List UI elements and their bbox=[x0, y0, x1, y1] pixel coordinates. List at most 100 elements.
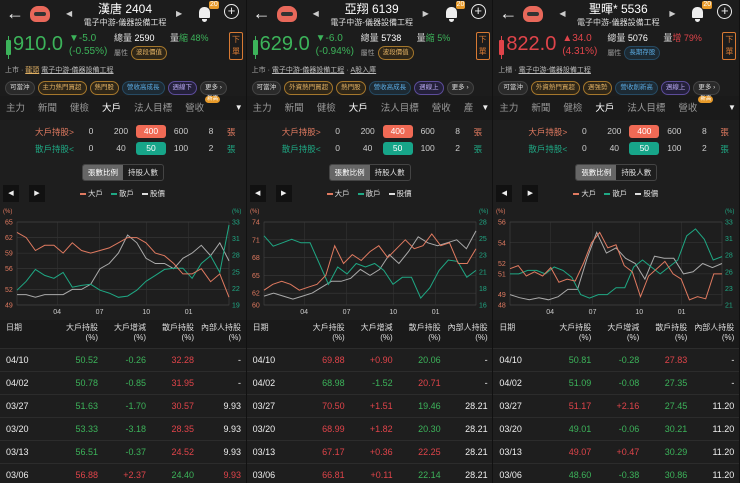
tag-chip[interactable]: 營收高成長 bbox=[368, 81, 412, 95]
tag-chip[interactable]: 可當沖 bbox=[251, 81, 282, 95]
order-button[interactable]: 下單 bbox=[229, 32, 243, 60]
info-item[interactable]: 電子中游-儀器設備工程 bbox=[518, 67, 591, 74]
chart-next-button[interactable]: ▶ bbox=[275, 185, 292, 202]
ai-robot-icon[interactable] bbox=[30, 6, 50, 22]
tag-chip[interactable]: 更多 › bbox=[693, 81, 721, 95]
attribute-tag[interactable]: 波段價值 bbox=[131, 46, 167, 60]
chart-prev-button[interactable]: ◀ bbox=[496, 185, 513, 202]
threshold-option[interactable]: 400 bbox=[382, 125, 413, 138]
next-stock-icon[interactable]: ▶ bbox=[176, 9, 183, 18]
tag-chip[interactable]: 外資熱門買超 bbox=[284, 81, 334, 95]
threshold-option[interactable]: 50 bbox=[136, 142, 166, 155]
info-item[interactable]: 上櫃 bbox=[498, 67, 513, 74]
threshold-option[interactable]: 8 bbox=[208, 126, 214, 136]
info-item[interactable]: 上市 bbox=[5, 67, 19, 74]
table-row[interactable]: 04/10 50.81 -0.28 27.83 - bbox=[493, 348, 739, 371]
dropdown-icon[interactable]: ▼ bbox=[478, 96, 493, 120]
tab-item[interactable]: 法人目標 bbox=[381, 103, 419, 114]
toggle-option[interactable]: 張數比例 bbox=[83, 165, 123, 180]
info-item[interactable]: 龍頭 bbox=[25, 67, 40, 74]
ai-robot-icon[interactable] bbox=[276, 6, 297, 22]
table-row[interactable]: 04/10 50.52 -0.26 32.28 - bbox=[0, 348, 246, 371]
tab-item[interactable]: 大戶 bbox=[349, 103, 368, 114]
prev-stock-icon[interactable]: ◀ bbox=[559, 9, 566, 18]
back-arrow-icon[interactable]: ← bbox=[499, 3, 518, 23]
tab-item[interactable]: 法人目標 bbox=[627, 103, 665, 114]
tab-item[interactable]: 健檢 bbox=[70, 103, 89, 114]
table-row[interactable]: 04/02 68.98 -1.52 20.71 - bbox=[246, 371, 493, 394]
toggle-option[interactable]: 持股人數 bbox=[374, 168, 405, 177]
threshold-option[interactable]: 600 bbox=[420, 126, 435, 136]
chart-prev-button[interactable]: ◀ bbox=[249, 185, 266, 202]
info-item[interactable]: 電子中游-儀器設備工程 bbox=[271, 67, 345, 74]
threshold-option[interactable]: 600 bbox=[667, 126, 682, 136]
threshold-option[interactable]: 50 bbox=[382, 142, 413, 155]
threshold-option[interactable]: 200 bbox=[607, 126, 622, 136]
toggle-option[interactable]: 張數比例 bbox=[329, 165, 370, 180]
tag-chip[interactable]: 主力熱門買超 bbox=[37, 81, 87, 95]
threshold-option[interactable]: 8 bbox=[455, 126, 461, 136]
tag-chip[interactable]: 更多 › bbox=[200, 81, 227, 95]
tab-item[interactable]: 主力 bbox=[253, 103, 272, 114]
tag-chip[interactable]: 外資熱門買超 bbox=[530, 81, 580, 95]
threshold-option[interactable]: 200 bbox=[360, 126, 375, 136]
chart-prev-button[interactable]: ◀ bbox=[3, 185, 19, 202]
table-row[interactable]: 04/02 51.09 -0.08 27.35 - bbox=[493, 371, 739, 394]
table-row[interactable]: 03/13 56.51 -0.37 24.52 9.93 bbox=[0, 440, 246, 463]
tab-item[interactable]: 健檢 bbox=[317, 103, 336, 114]
threshold-option[interactable]: 600 bbox=[173, 126, 189, 136]
tag-chip[interactable]: 營收高成長 bbox=[122, 81, 165, 95]
table-row[interactable]: 03/13 49.07 +0.47 30.29 11.20 bbox=[493, 440, 739, 463]
tab-item[interactable]: 大戶 bbox=[595, 103, 614, 114]
tag-chip[interactable]: 可當沖 bbox=[498, 81, 528, 95]
tag-chip[interactable]: 可當沖 bbox=[5, 81, 35, 95]
tag-chip[interactable]: 熱門股 bbox=[89, 81, 119, 95]
table-row[interactable]: 03/27 70.50 +1.51 19.46 28.21 bbox=[246, 394, 493, 417]
table-row[interactable]: 03/20 53.33 -3.18 28.35 9.93 bbox=[0, 417, 246, 440]
add-icon[interactable]: + bbox=[470, 4, 486, 19]
bell-icon[interactable] bbox=[445, 7, 457, 22]
back-arrow-icon[interactable]: ← bbox=[6, 3, 24, 23]
tag-chip[interactable]: 週強勢 bbox=[582, 81, 613, 95]
table-row[interactable]: 03/06 66.81 +0.11 22.14 28.21 bbox=[246, 463, 493, 483]
prev-stock-icon[interactable]: ◀ bbox=[312, 9, 319, 18]
threshold-option[interactable]: 100 bbox=[173, 143, 189, 153]
bell-icon[interactable] bbox=[199, 7, 210, 22]
dropdown-icon[interactable]: ▼ bbox=[231, 96, 246, 120]
tab-item[interactable]: 大戶 bbox=[102, 103, 121, 114]
chart-next-button[interactable]: ▶ bbox=[29, 185, 45, 202]
ai-robot-icon[interactable] bbox=[523, 6, 544, 22]
toggle-option[interactable]: 張數比例 bbox=[576, 165, 617, 180]
tag-chip[interactable]: 週線上 bbox=[660, 81, 691, 95]
threshold-option[interactable]: 400 bbox=[629, 125, 660, 138]
bell-icon[interactable] bbox=[692, 7, 704, 22]
tab-item[interactable]: 產 bbox=[464, 103, 474, 114]
table-row[interactable]: 03/06 48.60 -0.38 30.86 11.20 bbox=[493, 463, 739, 483]
prev-stock-icon[interactable]: ◀ bbox=[66, 9, 73, 18]
next-stock-icon[interactable]: ▶ bbox=[669, 9, 676, 18]
threshold-option[interactable]: 8 bbox=[701, 126, 707, 136]
threshold-option[interactable]: 100 bbox=[667, 143, 682, 153]
tab-item[interactable]: 新聞 bbox=[38, 103, 57, 114]
info-item[interactable]: 上市 bbox=[251, 67, 266, 74]
threshold-option[interactable]: 2 bbox=[455, 143, 461, 153]
add-icon[interactable]: + bbox=[224, 4, 239, 19]
toggle-option[interactable]: 持股人數 bbox=[621, 168, 652, 177]
table-row[interactable]: 03/06 56.88 +2.37 24.40 9.93 bbox=[0, 463, 246, 483]
tab-item[interactable]: 新聞 bbox=[531, 103, 550, 114]
toggle-option[interactable]: 持股人數 bbox=[128, 168, 158, 177]
tab-item[interactable]: 法人目標 bbox=[134, 103, 172, 114]
threshold-option[interactable]: 400 bbox=[136, 125, 166, 138]
table-row[interactable]: 03/27 51.63 -1.70 30.57 9.93 bbox=[0, 394, 246, 417]
threshold-option[interactable]: 200 bbox=[113, 126, 129, 136]
threshold-option[interactable]: 100 bbox=[420, 143, 435, 153]
tag-chip[interactable]: 更多 › bbox=[446, 81, 474, 95]
threshold-option[interactable]: 0 bbox=[88, 143, 94, 153]
table-row[interactable]: 03/20 68.99 +1.82 20.30 28.21 bbox=[246, 417, 493, 440]
threshold-option[interactable]: 0 bbox=[88, 126, 94, 136]
chart-next-button[interactable]: ▶ bbox=[522, 185, 539, 202]
threshold-option[interactable]: 2 bbox=[208, 143, 214, 153]
table-row[interactable]: 04/02 50.78 -0.85 31.95 - bbox=[0, 371, 246, 394]
info-item[interactable]: 電子中游-儀器設備工程 bbox=[41, 67, 114, 74]
tag-chip[interactable]: 週線上 bbox=[414, 81, 444, 95]
